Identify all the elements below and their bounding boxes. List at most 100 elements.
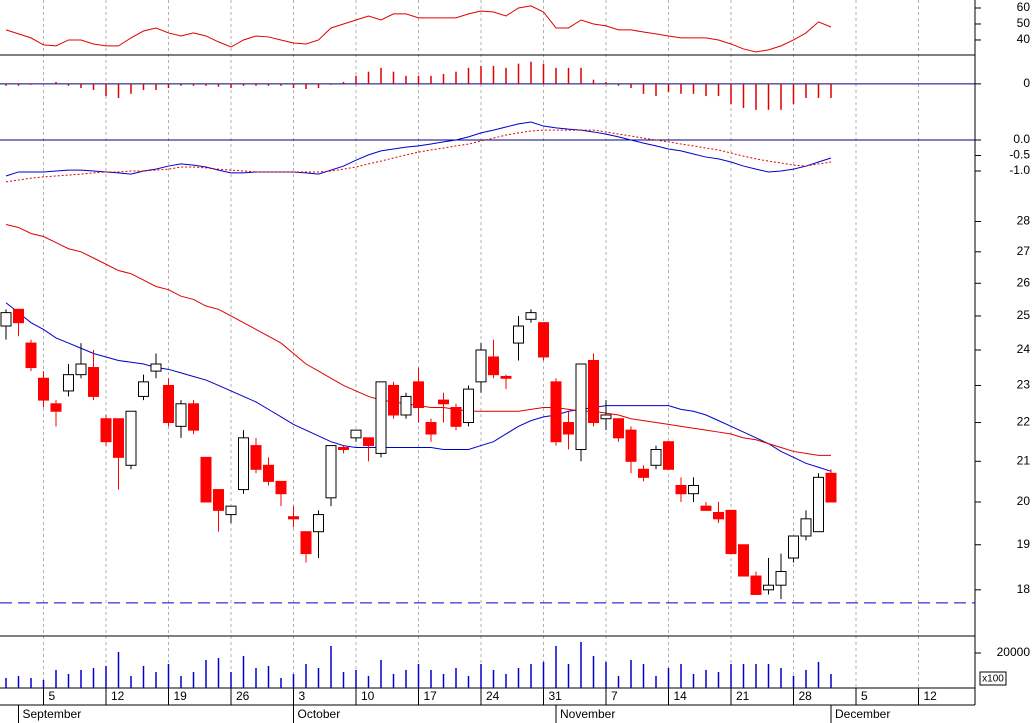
x-tick-label: 7 [611, 689, 618, 703]
candle-body [238, 437, 249, 491]
candle-body [675, 484, 687, 495]
x-tick-label: 3 [299, 689, 306, 703]
candle-body [125, 410, 137, 466]
candle-body [325, 445, 337, 499]
candle-body [150, 363, 162, 372]
y-tick-label: 40 [1017, 32, 1031, 46]
x-tick-label: 10 [361, 689, 375, 703]
candle-body [775, 570, 787, 586]
candle-body [363, 437, 374, 447]
candle-body [600, 414, 612, 420]
y-tick-label: 0 [1023, 76, 1030, 90]
candle-body [400, 395, 412, 416]
x-tick-label: 28 [799, 689, 813, 703]
candle-body [563, 422, 574, 435]
candle-body [88, 367, 99, 397]
month-label: October [298, 707, 341, 721]
candle-body [25, 342, 37, 369]
candle-body [688, 484, 699, 495]
x-tick-label: 31 [549, 689, 563, 703]
candle-body [138, 381, 149, 397]
y-tick-label: 19 [1017, 537, 1031, 551]
candle-body [538, 322, 549, 358]
candle-body [463, 388, 474, 424]
candle-body [700, 505, 712, 511]
x-tick-label: 26 [236, 689, 250, 703]
y-tick-label: 25 [1017, 308, 1031, 322]
candle-body [0, 312, 12, 327]
x-tick-label: 24 [486, 689, 500, 703]
y-tick-label: -0.5 [1009, 148, 1030, 162]
x-tick-label: 19 [174, 689, 188, 703]
x-tick-label: 5 [861, 689, 868, 703]
candle-body [50, 403, 62, 412]
candle-body [500, 375, 512, 379]
candle-body [200, 456, 212, 503]
y-tick-label: 28 [1017, 214, 1031, 228]
candle-body [663, 441, 674, 470]
unit-label: x100 [982, 674, 1004, 685]
candle-body [588, 359, 599, 424]
candle-body [713, 511, 724, 520]
candle-body [438, 399, 449, 405]
y-tick-label: 20 [1017, 494, 1031, 508]
candle-body [488, 356, 499, 376]
candle-body [300, 531, 312, 555]
candle-body [175, 403, 187, 427]
y-tick-label: 0.0 [1013, 132, 1030, 146]
candle-body [350, 429, 362, 439]
x-tick-label: 14 [674, 689, 688, 703]
line-series [5, 5, 832, 53]
y-tick-label: 50 [1017, 16, 1031, 30]
month-label: September [23, 707, 82, 721]
candle-body [750, 575, 762, 595]
line-series [5, 121, 832, 177]
candle-body [738, 544, 749, 577]
y-tick-label: 26 [1017, 275, 1031, 289]
candle-body [625, 429, 637, 462]
candle-body [63, 374, 74, 392]
y-tick-label: 23 [1017, 378, 1031, 392]
x-tick-label: 21 [736, 689, 750, 703]
candle-body [225, 505, 237, 516]
candle-body [163, 384, 174, 424]
month-label: November [560, 707, 615, 721]
candle-body [413, 381, 424, 409]
candle-body [250, 445, 262, 470]
candle-body [388, 384, 399, 416]
x-tick-label: 17 [424, 689, 438, 703]
y-tick-label: 27 [1017, 244, 1031, 258]
candle-body [550, 381, 562, 443]
x-tick-label: 12 [111, 689, 125, 703]
line-series [5, 129, 832, 183]
unit-box [979, 671, 1007, 686]
candle-body [788, 535, 799, 559]
y-tick-label: -1.0 [1009, 163, 1030, 177]
x-tick-label: 5 [49, 689, 56, 703]
line-series [5, 302, 832, 472]
candle-body [38, 377, 49, 401]
candle-body [338, 447, 349, 450]
candle-body [313, 514, 324, 533]
candle-body [425, 422, 437, 435]
candle-body [763, 584, 774, 591]
candle-body [213, 489, 224, 511]
y-tick-label: 18 [1017, 582, 1031, 596]
candle-body [813, 476, 824, 533]
candle-body [613, 418, 624, 439]
candle-body [725, 509, 737, 555]
candle-body [650, 448, 662, 466]
candle-body [75, 363, 87, 376]
candle-body [800, 518, 812, 537]
y-tick-label: 22 [1017, 415, 1031, 429]
candle-body [513, 325, 524, 344]
month-label: December [835, 707, 890, 721]
candle-body [188, 403, 199, 431]
y-tick-label: 24 [1017, 342, 1031, 356]
candle-body [375, 381, 387, 454]
candle-body [575, 363, 587, 450]
y-tick-label: 60 [1017, 0, 1031, 14]
y-tick-label: 21 [1017, 453, 1031, 467]
